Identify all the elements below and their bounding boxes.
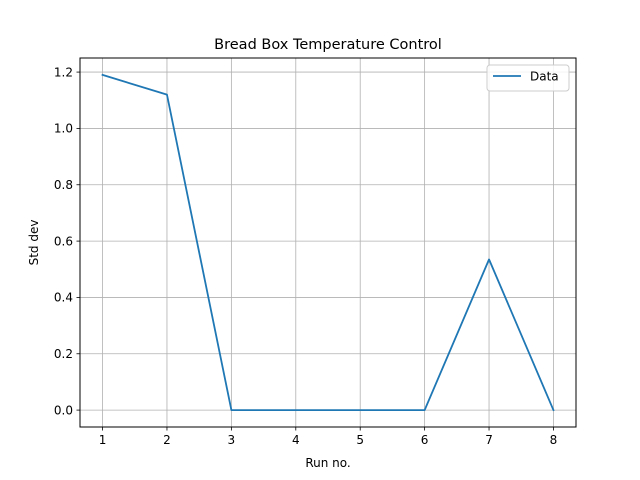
x-tick-label: 1 [99, 433, 107, 447]
y-ticks: 0.0 0.2 0.4 0.6 0.8 1.0 1.2 [54, 65, 80, 417]
y-tick-label: 0.4 [54, 291, 73, 305]
x-tick-label: 7 [485, 433, 493, 447]
series-layer [101, 73, 555, 412]
y-axis-label: Std dev [27, 220, 41, 266]
x-tick-label: 5 [356, 433, 364, 447]
x-axis-label: Run no. [305, 456, 350, 470]
plot-frame [79, 57, 577, 428]
x-ticks: 1 2 3 4 5 6 7 8 [99, 427, 558, 447]
x-tick-label: 6 [421, 433, 429, 447]
x-tick-label: 4 [292, 433, 300, 447]
y-tick-label: 1.0 [54, 122, 73, 136]
x-tick-label: 8 [550, 433, 558, 447]
y-tick-label: 0.0 [54, 403, 73, 417]
legend-box [486, 64, 570, 92]
x-tick-label: 2 [163, 433, 171, 447]
legend-label: Data [530, 70, 559, 84]
x-tick-label: 3 [228, 433, 236, 447]
y-tick-label: 0.8 [54, 178, 73, 192]
legend: Data [486, 64, 570, 92]
grid [80, 58, 576, 427]
y-tick-label: 0.2 [54, 347, 73, 361]
chart-title: Bread Box Temperature Control [214, 37, 442, 53]
y-tick-label: 0.6 [54, 234, 73, 248]
y-tick-label: 1.2 [54, 65, 73, 79]
series-line-0 [101, 73, 555, 412]
